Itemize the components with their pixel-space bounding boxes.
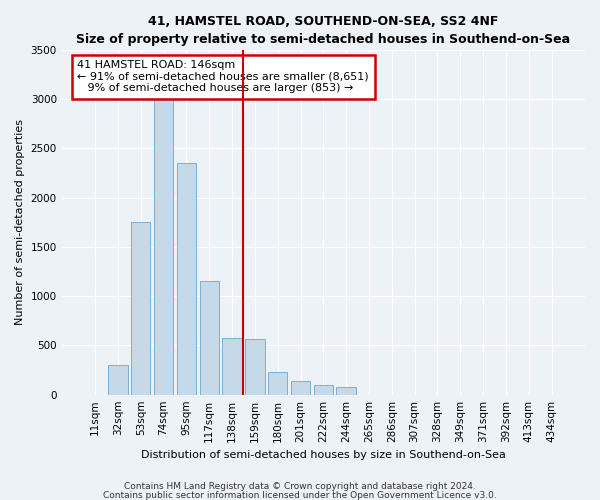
Bar [200,282,219,395]
Bar [337,388,356,394]
Text: 41 HAMSTEL ROAD: 146sqm
← 91% of semi-detached houses are smaller (8,651)
   9% : 41 HAMSTEL ROAD: 146sqm ← 91% of semi-de… [77,60,369,94]
Bar [131,222,151,394]
Bar [154,96,173,395]
Bar [177,163,196,394]
Bar [223,338,242,394]
Bar [291,382,310,394]
Bar [314,385,333,394]
Bar [268,372,287,394]
Text: Contains HM Land Registry data © Crown copyright and database right 2024.: Contains HM Land Registry data © Crown c… [124,482,476,491]
Text: Contains public sector information licensed under the Open Government Licence v3: Contains public sector information licen… [103,490,497,500]
X-axis label: Distribution of semi-detached houses by size in Southend-on-Sea: Distribution of semi-detached houses by … [141,450,506,460]
Title: 41, HAMSTEL ROAD, SOUTHEND-ON-SEA, SS2 4NF
Size of property relative to semi-det: 41, HAMSTEL ROAD, SOUTHEND-ON-SEA, SS2 4… [76,15,571,46]
Y-axis label: Number of semi-detached properties: Number of semi-detached properties [15,120,25,326]
Bar [245,338,265,394]
Bar [108,365,128,394]
